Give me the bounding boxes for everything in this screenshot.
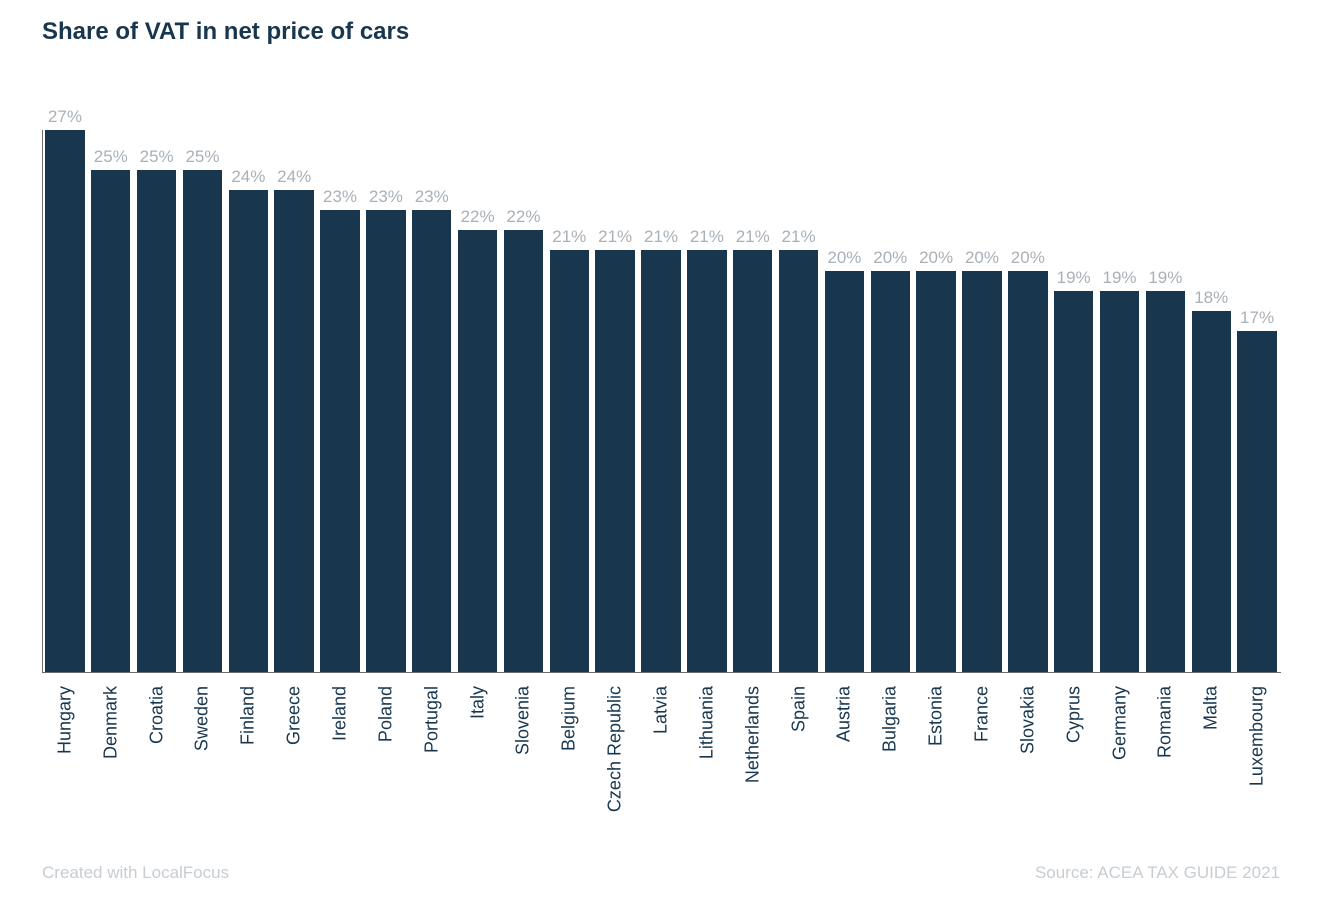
bar xyxy=(1192,311,1231,672)
bar xyxy=(641,250,680,672)
category-label: Germany xyxy=(1109,686,1130,760)
bar xyxy=(779,250,818,672)
bar-value-label: 25% xyxy=(140,147,174,167)
category-label: Romania xyxy=(1155,686,1176,758)
bar xyxy=(1100,291,1139,672)
bar-value-label: 21% xyxy=(598,227,632,247)
bar-value-label: 18% xyxy=(1194,288,1228,308)
category-label: Cyprus xyxy=(1063,686,1084,743)
bar-value-label: 24% xyxy=(277,167,311,187)
category-label: France xyxy=(971,686,992,742)
category-label: Lithuania xyxy=(696,686,717,759)
bar xyxy=(962,271,1001,672)
bar-value-label: 25% xyxy=(185,147,219,167)
category-label: Spain xyxy=(788,686,809,732)
bar-value-label: 24% xyxy=(231,167,265,187)
bar xyxy=(825,271,864,672)
bar-value-label: 21% xyxy=(690,227,724,247)
bar-value-label: 20% xyxy=(873,248,907,268)
bar xyxy=(458,230,497,672)
category-label: Denmark xyxy=(100,686,121,759)
bar xyxy=(504,230,543,672)
bar-value-label: 22% xyxy=(461,207,495,227)
bar-value-label: 20% xyxy=(919,248,953,268)
bar xyxy=(137,170,176,672)
category-label: Portugal xyxy=(421,686,442,753)
bar-value-label: 20% xyxy=(1011,248,1045,268)
bar xyxy=(1054,291,1093,672)
category-label: Austria xyxy=(834,686,855,742)
category-label: Ireland xyxy=(330,686,351,741)
category-label: Malta xyxy=(1201,686,1222,730)
category-label: Bulgaria xyxy=(880,686,901,752)
bar xyxy=(366,210,405,672)
category-label: Netherlands xyxy=(742,686,763,783)
bar-value-label: 25% xyxy=(94,147,128,167)
vat-bar-chart: Share of VAT in net price of cars Create… xyxy=(0,0,1320,903)
bar xyxy=(687,250,726,672)
bar xyxy=(183,170,222,672)
bar-value-label: 17% xyxy=(1240,308,1274,328)
bar xyxy=(1008,271,1047,672)
bar-value-label: 19% xyxy=(1148,268,1182,288)
bar xyxy=(412,210,451,672)
bar-value-label: 21% xyxy=(552,227,586,247)
category-label: Slovakia xyxy=(1017,686,1038,754)
bar-value-label: 20% xyxy=(827,248,861,268)
category-label: Poland xyxy=(375,686,396,742)
bar-value-label: 23% xyxy=(415,187,449,207)
bar xyxy=(916,271,955,672)
category-label: Croatia xyxy=(146,686,167,744)
category-label: Estonia xyxy=(926,686,947,746)
bar xyxy=(595,250,634,672)
category-label: Slovenia xyxy=(513,686,534,755)
bar xyxy=(45,130,84,672)
bar xyxy=(871,271,910,672)
bar xyxy=(1146,291,1185,672)
bar xyxy=(229,190,268,672)
bar-value-label: 20% xyxy=(965,248,999,268)
bar-value-label: 21% xyxy=(782,227,816,247)
category-label: Czech Republic xyxy=(605,686,626,812)
chart-title: Share of VAT in net price of cars xyxy=(42,18,409,46)
footer-source: Source: ACEA TAX GUIDE 2021 xyxy=(1035,863,1280,883)
footer-attribution: Created with LocalFocus xyxy=(42,863,229,883)
category-label: Italy xyxy=(467,686,488,719)
bar-value-label: 22% xyxy=(506,207,540,227)
bar-value-label: 21% xyxy=(736,227,770,247)
bar-value-label: 23% xyxy=(369,187,403,207)
bar xyxy=(91,170,130,672)
bar xyxy=(320,210,359,672)
category-label: Greece xyxy=(284,686,305,745)
bar-value-label: 27% xyxy=(48,107,82,127)
bar xyxy=(550,250,589,672)
bar-value-label: 19% xyxy=(1103,268,1137,288)
category-label: Sweden xyxy=(192,686,213,751)
bar xyxy=(733,250,772,672)
bar-value-label: 23% xyxy=(323,187,357,207)
category-label: Hungary xyxy=(54,686,75,754)
bar-value-label: 21% xyxy=(644,227,678,247)
bar xyxy=(274,190,313,672)
category-label: Finland xyxy=(238,686,259,745)
category-label: Belgium xyxy=(559,686,580,751)
bar-value-label: 19% xyxy=(1057,268,1091,288)
category-label: Luxembourg xyxy=(1247,686,1268,786)
category-label: Latvia xyxy=(651,686,672,734)
bar xyxy=(1237,331,1276,672)
